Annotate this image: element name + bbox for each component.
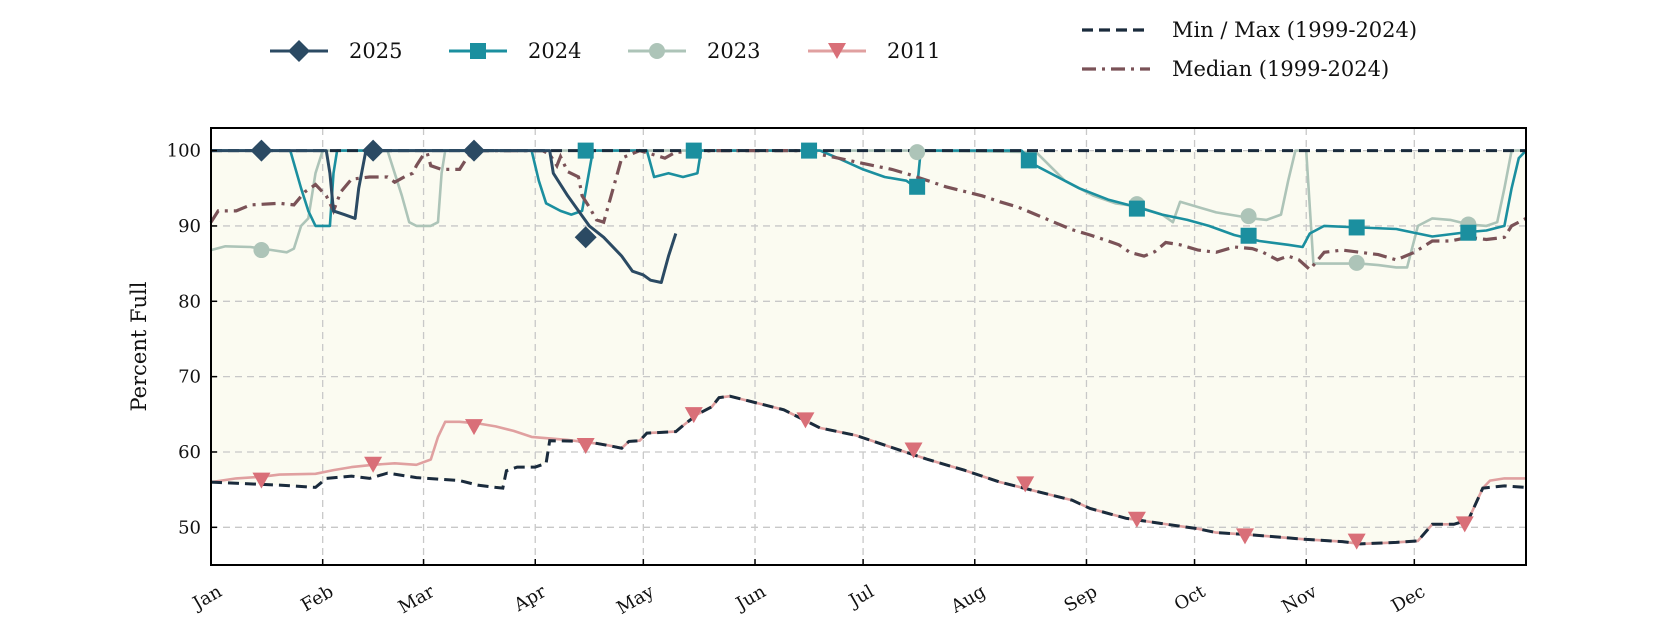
series-layer bbox=[209, 148, 1527, 546]
legend-marker-2011 bbox=[828, 43, 846, 59]
x-ticks: Jan Feb Mar Apr May Jun Jul Aug Sep Oct Nov Dec bbox=[188, 559, 1429, 619]
legend-ref-label: Median (1999-2024) bbox=[1172, 57, 1389, 81]
marker-2024-5 bbox=[1128, 200, 1145, 217]
markers-layer bbox=[250, 139, 1477, 550]
legend-item-ref-1: Median (1999-2024) bbox=[1082, 57, 1389, 81]
marker-2011-11 bbox=[1455, 516, 1474, 533]
legend-item-2011: 2011 bbox=[808, 39, 940, 63]
x-tick-label: Jun bbox=[731, 581, 770, 616]
y-ticks: 50 60 70 80 90 100 bbox=[167, 141, 217, 538]
x-tick-label: Mar bbox=[395, 581, 439, 618]
marker-2023-1 bbox=[909, 144, 926, 161]
axes bbox=[210, 127, 1527, 566]
marker-2024-8 bbox=[1460, 224, 1477, 241]
marker-2025-0 bbox=[250, 139, 273, 162]
y-tick-label: 90 bbox=[178, 216, 201, 237]
x-tick-label: Aug bbox=[947, 581, 990, 618]
marker-2024-4 bbox=[1020, 152, 1037, 169]
legend-label-2024: 2024 bbox=[528, 39, 581, 63]
marker-2011-0 bbox=[252, 472, 271, 489]
marker-2023-4 bbox=[1348, 254, 1365, 271]
median-line bbox=[209, 148, 1527, 272]
x-tick-label: Oct bbox=[1171, 581, 1210, 616]
marker-2011-5 bbox=[796, 412, 815, 429]
legend-item-ref-0: Min / Max (1999-2024) bbox=[1082, 18, 1417, 42]
marker-2023-3 bbox=[1240, 208, 1257, 225]
marker-2011-9 bbox=[1235, 528, 1254, 545]
marker-2024-3 bbox=[909, 178, 926, 195]
legend-marker-2024 bbox=[470, 43, 486, 59]
y-tick-label: 60 bbox=[178, 442, 201, 463]
series-line-2025 bbox=[211, 149, 678, 284]
x-tick-label: Dec bbox=[1388, 581, 1429, 617]
marker-2024-2 bbox=[801, 142, 818, 159]
legend-marker-2025 bbox=[288, 40, 310, 62]
marker-2011-2 bbox=[465, 419, 483, 436]
marker-2011-4 bbox=[684, 407, 703, 424]
legend-left: 2025 2024 2023 2011 bbox=[270, 39, 940, 63]
legend-label-2011: 2011 bbox=[887, 39, 940, 63]
x-tick-label: Feb bbox=[298, 581, 338, 616]
marker-2024-7 bbox=[1348, 219, 1365, 236]
y-tick-label: 50 bbox=[178, 517, 201, 538]
marker-2011-1 bbox=[364, 456, 383, 473]
series-line-2023 bbox=[210, 149, 1526, 269]
marker-2025-2 bbox=[463, 139, 485, 162]
legend-marker-2023 bbox=[649, 43, 665, 59]
legend-item-2023: 2023 bbox=[628, 39, 760, 63]
marker-2024-1 bbox=[685, 142, 702, 159]
x-tick-label: May bbox=[613, 581, 658, 619]
min-line bbox=[210, 394, 1527, 546]
marker-2025-3 bbox=[574, 226, 597, 249]
marker-2025-1 bbox=[362, 139, 385, 162]
legend-item-2024: 2024 bbox=[449, 39, 581, 63]
y-tick-label: 80 bbox=[178, 291, 201, 312]
x-tick-label: Jan bbox=[188, 581, 226, 615]
marker-2011-10 bbox=[1347, 533, 1366, 550]
marker-2011-8 bbox=[1127, 511, 1146, 528]
legend-item-2025: 2025 bbox=[270, 39, 402, 63]
marker-2011-7 bbox=[1016, 476, 1035, 493]
legend-label-2023: 2023 bbox=[707, 39, 760, 63]
legend-ref-label: Min / Max (1999-2024) bbox=[1172, 18, 1417, 42]
legend-label-2025: 2025 bbox=[349, 39, 402, 63]
marker-2023-0 bbox=[253, 242, 270, 259]
legend-right: Min / Max (1999-2024) Median (1999-2024) bbox=[1082, 18, 1417, 81]
marker-2024-0 bbox=[577, 142, 594, 159]
marker-2024-6 bbox=[1240, 227, 1257, 244]
x-tick-label: Apr bbox=[510, 581, 550, 616]
y-tick-label: 100 bbox=[167, 141, 201, 162]
y-axis-title: Percent Full bbox=[127, 281, 151, 411]
marker-2011-3 bbox=[576, 437, 595, 454]
plot-band bbox=[211, 150, 1526, 544]
x-tick-label: Jul bbox=[844, 581, 878, 613]
min-max-band bbox=[211, 150, 1526, 544]
x-tick-label: Sep bbox=[1061, 581, 1101, 616]
y-tick-label: 70 bbox=[178, 367, 201, 388]
x-tick-label: Nov bbox=[1278, 581, 1321, 618]
plot-frame bbox=[210, 127, 1527, 566]
marker-2011-6 bbox=[904, 442, 923, 459]
